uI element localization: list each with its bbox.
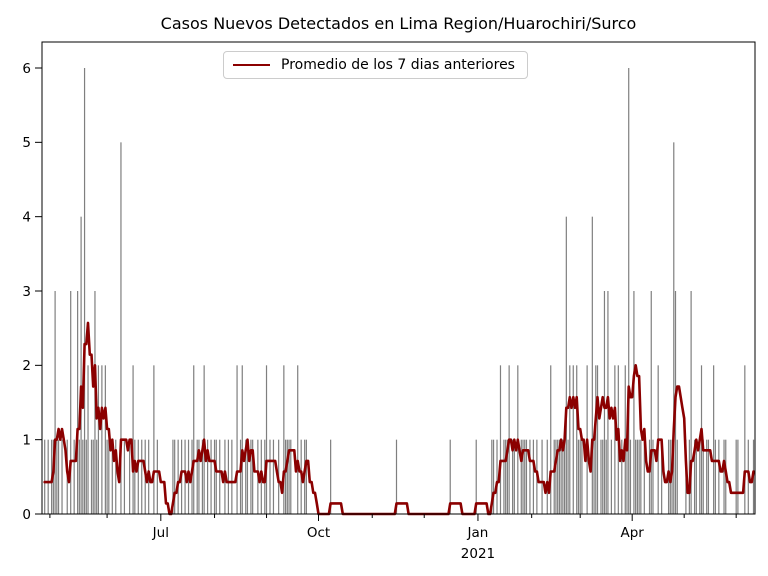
x-axis-labels: Jul Oct Jan Apr xyxy=(152,525,645,541)
svg-text:Oct: Oct xyxy=(307,525,330,541)
legend-line-sample xyxy=(233,64,270,66)
svg-text:2: 2 xyxy=(22,358,31,374)
rolling-average-line xyxy=(43,321,755,516)
svg-text:6: 6 xyxy=(22,61,31,77)
svg-text:5: 5 xyxy=(22,135,31,151)
svg-text:Apr: Apr xyxy=(621,525,645,541)
svg-text:0: 0 xyxy=(22,507,31,523)
y-axis-ticks xyxy=(35,67,42,515)
svg-text:1: 1 xyxy=(22,432,31,448)
axes-frame xyxy=(41,41,756,515)
legend-box: Promedio de los 7 dias anteriores xyxy=(223,51,528,79)
svg-text:3: 3 xyxy=(22,284,31,300)
svg-text:Jan: Jan xyxy=(467,525,489,541)
legend-label: Promedio de los 7 dias anteriores xyxy=(281,57,515,73)
x-axis-year-label: 2021 xyxy=(461,546,495,562)
svg-text:4: 4 xyxy=(22,209,31,225)
svg-text:Jul: Jul xyxy=(152,525,169,541)
chart-title: Casos Nuevos Detectados en Lima Region/H… xyxy=(160,14,637,33)
daily-cases-bars xyxy=(44,68,755,515)
y-axis-labels: 0 1 2 3 4 5 6 xyxy=(22,61,31,523)
x-axis-ticks xyxy=(49,514,737,521)
